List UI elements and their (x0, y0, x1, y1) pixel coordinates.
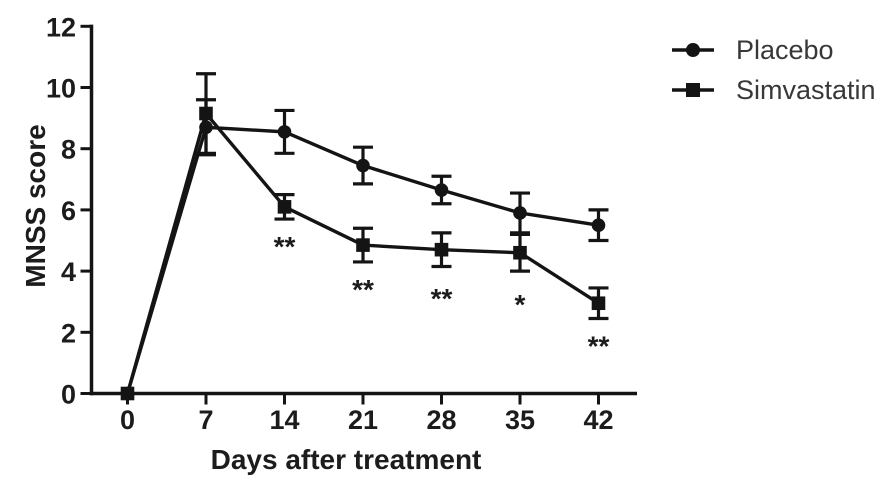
placebo-point-day-28 (434, 183, 449, 197)
significance-day-14: ** (274, 231, 296, 262)
series-simvastatin (120, 72, 609, 401)
placebo-point-day-14 (277, 125, 292, 139)
significance-day-42: ** (588, 330, 610, 361)
y-tick-label-4: 4 (61, 257, 76, 287)
x-tick-label-21: 21 (348, 405, 378, 435)
simvastatin-line-square-icon (672, 83, 714, 97)
simvastatin-point-day-7 (199, 106, 213, 121)
simvastatin-point-day-28 (434, 242, 449, 257)
x-tick-label-7: 7 (198, 405, 213, 435)
x-tick-label-14: 14 (269, 405, 299, 435)
simvastatin-point-day-14 (277, 200, 292, 214)
x-tick-label-42: 42 (583, 405, 613, 435)
significance-markers: **** ** *** (274, 231, 610, 361)
significance-day-21: ** (352, 274, 374, 305)
x-axis-title: Days after treatment (211, 444, 482, 475)
placebo-point-day-35 (513, 206, 527, 220)
x-tick-label-35: 35 (505, 405, 535, 435)
simvastatin-point-day-21 (356, 238, 370, 252)
significance-day-35: * (515, 289, 526, 320)
y-tick-label-2: 2 (61, 318, 76, 348)
placebo-point-day-21 (356, 158, 370, 173)
y-axis-title: MNSS score (20, 124, 51, 287)
data-series (120, 72, 609, 401)
legend-label-placebo: Placebo (736, 34, 834, 65)
x-tick-label-28: 28 (426, 405, 456, 435)
legend: Placebo Simvastatin (670, 30, 876, 110)
legend-item-placebo: Placebo (670, 30, 876, 70)
legend-item-simvastatin: Simvastatin (670, 70, 876, 110)
axes: 0 2 4 6 8 10 12 0 7 14 21 28 35 42 (46, 12, 637, 435)
simvastatin-point-day-0 (120, 386, 135, 401)
simvastatin-point-day-35 (513, 245, 527, 260)
x-tick-label-0: 0 (120, 405, 135, 435)
simvastatin-point-day-42 (591, 296, 606, 311)
y-tick-label-8: 8 (61, 135, 76, 165)
significance-day-28: ** (431, 283, 453, 314)
y-tick-label-0: 0 (61, 380, 76, 410)
y-tick-label-10: 10 (46, 74, 76, 104)
legend-label-simvastatin: Simvastatin (736, 74, 876, 105)
placebo-point-day-42 (591, 218, 606, 232)
y-tick-label-6: 6 (61, 196, 76, 226)
y-tick-label-12: 12 (46, 12, 76, 42)
placebo-line-circle-icon (672, 43, 714, 57)
